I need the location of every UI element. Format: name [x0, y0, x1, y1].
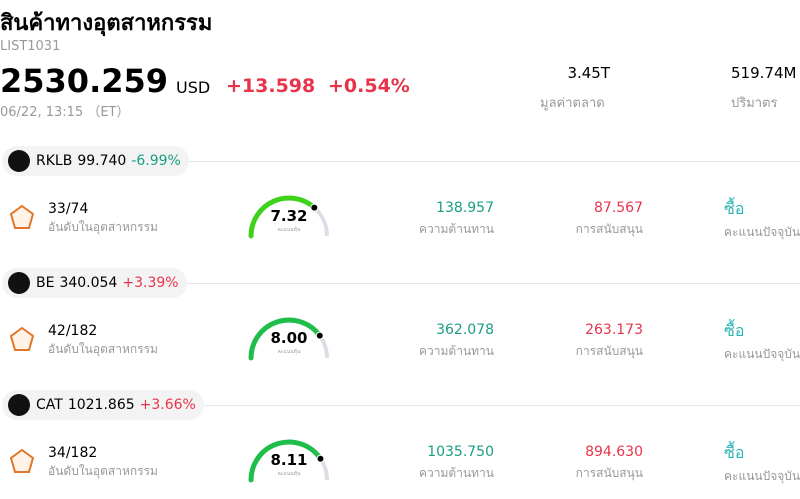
support-label: การสนับสนุน	[575, 222, 643, 236]
score-label: คะแนนหุ้น	[277, 349, 301, 355]
rank-icon	[9, 204, 35, 229]
icon-shape	[9, 326, 35, 351]
score-gauge	[248, 317, 329, 361]
rank: 33/74	[48, 201, 89, 217]
resistance-label: ความต้านทาน	[419, 222, 494, 236]
resistance: 1035.750	[427, 444, 494, 460]
resistance-label: ความต้านทาน	[419, 466, 494, 480]
volume-label: ปริมาตร	[731, 96, 778, 111]
stock-chip[interactable]: CAT 1021.865 +3.66%	[2, 390, 204, 420]
stock-logo	[8, 150, 30, 172]
rating-label: คะแนนปัจจุบัน	[724, 347, 800, 361]
score-gauge	[248, 439, 329, 483]
separator	[189, 161, 800, 162]
stock-price: 340.054	[59, 275, 118, 291]
rank: 42/182	[48, 323, 98, 339]
rank: 34/182	[48, 445, 98, 461]
rank-label: อันดับในอุตสาหกรรม	[48, 342, 158, 356]
rank-icon	[9, 448, 35, 473]
rating-label: คะแนนปัจจุบัน	[724, 469, 800, 483]
support: 87.567	[594, 200, 643, 216]
stock-change: +3.66%	[139, 397, 196, 413]
rank-icon	[9, 326, 35, 351]
rating: ซื้อ	[724, 321, 745, 340]
gauge-dot	[315, 331, 324, 340]
resistance: 138.957	[436, 200, 494, 216]
score-label: คะแนนหุ้น	[277, 471, 301, 477]
support-label: การสนับสนุน	[575, 466, 643, 480]
currency: USD	[176, 78, 211, 97]
separator	[187, 283, 800, 284]
stock-change: -6.99%	[131, 153, 181, 169]
index-price: 2530.259	[0, 62, 169, 100]
resistance: 362.078	[436, 322, 494, 338]
score: 8.00	[270, 329, 308, 347]
stock-chip[interactable]: BE 340.054 +3.39%	[2, 268, 187, 298]
rating-label: คะแนนปัจจุบัน	[724, 225, 800, 239]
list-code: LIST1031	[0, 39, 61, 54]
stock-change: +3.39%	[122, 275, 179, 291]
gauge-value	[248, 439, 323, 483]
price-change-pct: +0.54%	[328, 75, 410, 97]
separator	[204, 405, 800, 406]
score: 8.11	[270, 451, 308, 469]
stock-chip[interactable]: RKLB 99.740 -6.99%	[2, 146, 189, 176]
icon-shape	[9, 204, 35, 229]
score: 7.32	[270, 207, 308, 225]
score-gauge	[248, 195, 329, 239]
rank-label: อันดับในอุตสาหกรรม	[48, 464, 158, 478]
gauge-dot	[316, 454, 325, 463]
price-change: +13.598	[226, 75, 316, 97]
support-label: การสนับสนุน	[575, 344, 643, 358]
gauge-value	[248, 195, 317, 239]
icon-shape	[9, 448, 35, 473]
volume: 519.74M	[731, 64, 797, 82]
gauge-value	[248, 317, 323, 361]
stock-price: 99.740	[77, 153, 127, 169]
resistance-label: ความต้านทาน	[419, 344, 494, 358]
score-label: คะแนนหุ้น	[277, 227, 301, 233]
rating: ซื้อ	[724, 443, 745, 462]
page-title: สินค้าทางอุตสาหกรรม	[0, 11, 213, 36]
ticker: RKLB	[36, 153, 73, 169]
gauge-dot	[310, 203, 319, 212]
timestamp: 06/22, 13:15 （ET）	[0, 105, 130, 120]
stock-price: 1021.865	[67, 397, 135, 413]
stock-logo	[8, 394, 30, 416]
ticker: CAT	[36, 397, 63, 413]
rating: ซื้อ	[724, 199, 745, 218]
support: 263.173	[585, 322, 643, 338]
support: 894.630	[585, 444, 643, 460]
stock-logo	[8, 272, 30, 294]
ticker: BE	[36, 275, 55, 291]
market-cap-label: มูลค่าตลาด	[540, 96, 605, 111]
market-cap: 3.45T	[567, 64, 610, 82]
rank-label: อันดับในอุตสาหกรรม	[48, 220, 158, 234]
